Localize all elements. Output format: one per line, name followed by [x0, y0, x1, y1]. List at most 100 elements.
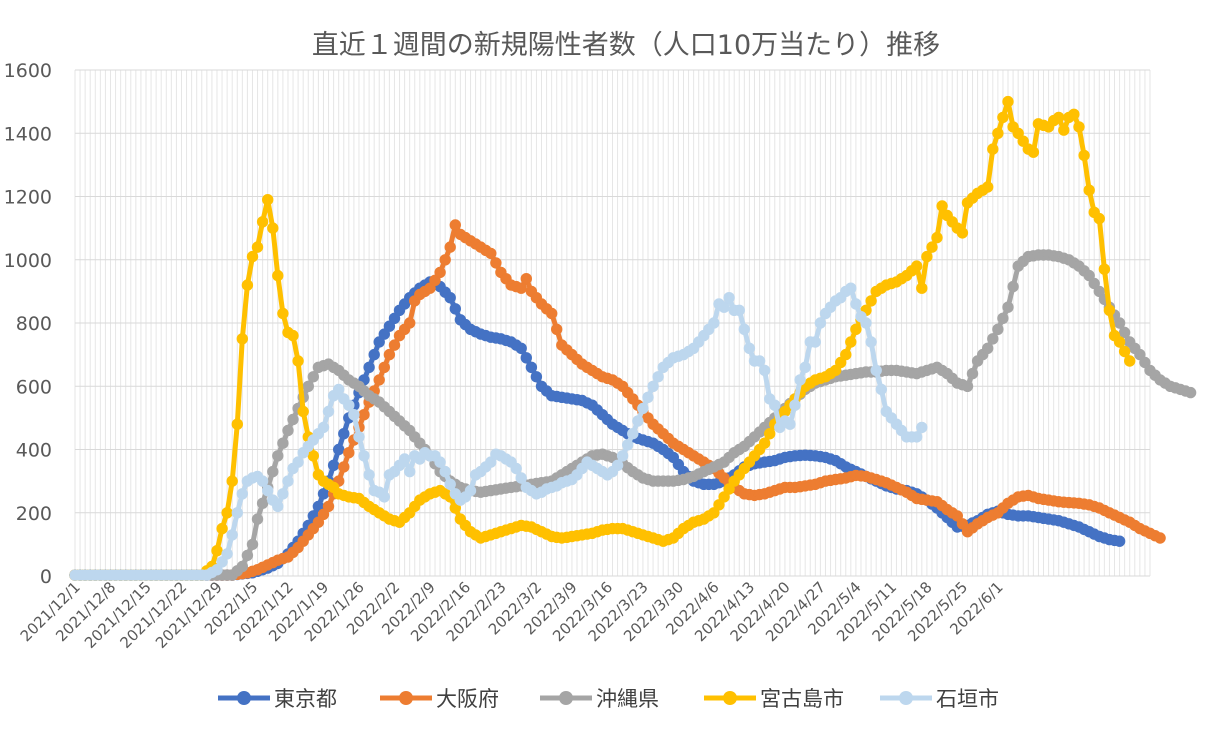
- data-point: [1053, 111, 1065, 124]
- data-point: [246, 250, 259, 263]
- data-point: [251, 241, 264, 253]
- data-point: [322, 405, 335, 418]
- data-point: [267, 222, 279, 234]
- data-point: [246, 538, 259, 551]
- data-point: [368, 348, 380, 361]
- data-point: [723, 292, 735, 304]
- data-point: [277, 488, 289, 500]
- data-point: [1113, 317, 1126, 329]
- data-point: [931, 231, 943, 244]
- data-point: [1088, 277, 1100, 290]
- data-point: [221, 548, 233, 560]
- data-point: [1098, 263, 1111, 275]
- data-point: [758, 437, 771, 449]
- data-point: [515, 342, 527, 354]
- data-point: [236, 560, 249, 573]
- data-point: [982, 181, 994, 193]
- data-point: [1083, 184, 1095, 196]
- data-point: [348, 409, 360, 421]
- data-point: [723, 483, 735, 495]
- data-point: [809, 336, 821, 348]
- data-point: [515, 472, 527, 484]
- data-point: [911, 431, 923, 443]
- data-point: [358, 450, 370, 462]
- data-point: [256, 216, 269, 228]
- legend-label: 大阪府: [436, 687, 499, 711]
- data-point: [302, 380, 314, 392]
- data-point: [951, 510, 963, 522]
- data-point: [916, 421, 928, 434]
- legend-item: 宮古島市: [704, 687, 844, 711]
- series-lines: [69, 95, 1197, 581]
- data-point: [764, 428, 776, 440]
- data-point: [388, 312, 401, 324]
- data-point: [312, 516, 325, 528]
- data-point: [272, 500, 284, 513]
- legend-item: 石垣市: [880, 687, 999, 711]
- legend-label: 沖縄県: [596, 687, 659, 711]
- data-point: [343, 447, 355, 459]
- data-point: [292, 456, 304, 468]
- data-point: [1124, 355, 1136, 367]
- data-point: [287, 329, 299, 342]
- data-point: [1139, 356, 1151, 369]
- data-point: [627, 428, 639, 440]
- data-point: [322, 500, 335, 513]
- data-point: [642, 391, 654, 403]
- legend-label: 石垣市: [936, 687, 999, 711]
- data-point: [718, 301, 730, 313]
- data-point: [753, 355, 766, 367]
- legend-item: 大阪府: [380, 687, 499, 711]
- data-point: [485, 456, 497, 468]
- data-point: [611, 459, 624, 471]
- data-point: [845, 282, 857, 294]
- data-point: [708, 507, 720, 519]
- data-point: [251, 513, 264, 525]
- data-point: [860, 317, 872, 329]
- data-point: [769, 399, 781, 411]
- data-point: [733, 304, 745, 316]
- data-point: [449, 219, 461, 231]
- data-point: [829, 364, 842, 377]
- data-point: [282, 424, 294, 437]
- data-point: [713, 499, 725, 511]
- data-point: [1073, 121, 1085, 133]
- data-point: [338, 461, 350, 473]
- data-point: [211, 545, 223, 557]
- data-point: [546, 307, 558, 320]
- data-point: [277, 437, 289, 449]
- data-point: [317, 421, 330, 434]
- y-tick-label: 600: [16, 376, 52, 398]
- data-point: [616, 450, 629, 462]
- legend-item: 東京都: [218, 687, 337, 711]
- data-point: [231, 418, 244, 430]
- data-point: [333, 443, 345, 456]
- data-point: [449, 502, 461, 514]
- data-point: [520, 352, 532, 364]
- data-point: [875, 383, 887, 396]
- data-point: [256, 497, 269, 509]
- data-point: [485, 247, 497, 260]
- legend-marker: [723, 691, 737, 705]
- data-point: [211, 564, 223, 576]
- data-point: [444, 478, 456, 490]
- series-2: [69, 219, 1166, 581]
- data-point: [1184, 386, 1197, 399]
- data-point: [373, 336, 385, 348]
- y-tick-label: 0: [40, 566, 52, 588]
- data-point: [992, 323, 1004, 335]
- data-point: [794, 374, 806, 386]
- data-point: [992, 127, 1004, 140]
- y-tick-label: 1000: [4, 250, 52, 272]
- legend-marker: [899, 691, 913, 705]
- series-5: [69, 282, 928, 581]
- data-point: [916, 282, 928, 294]
- data-point: [404, 317, 416, 329]
- legend-marker: [559, 691, 573, 705]
- data-point: [911, 260, 923, 272]
- data-point: [987, 143, 999, 155]
- data-point: [404, 465, 416, 478]
- data-point: [282, 475, 294, 487]
- data-point: [814, 317, 827, 329]
- data-point: [307, 371, 319, 383]
